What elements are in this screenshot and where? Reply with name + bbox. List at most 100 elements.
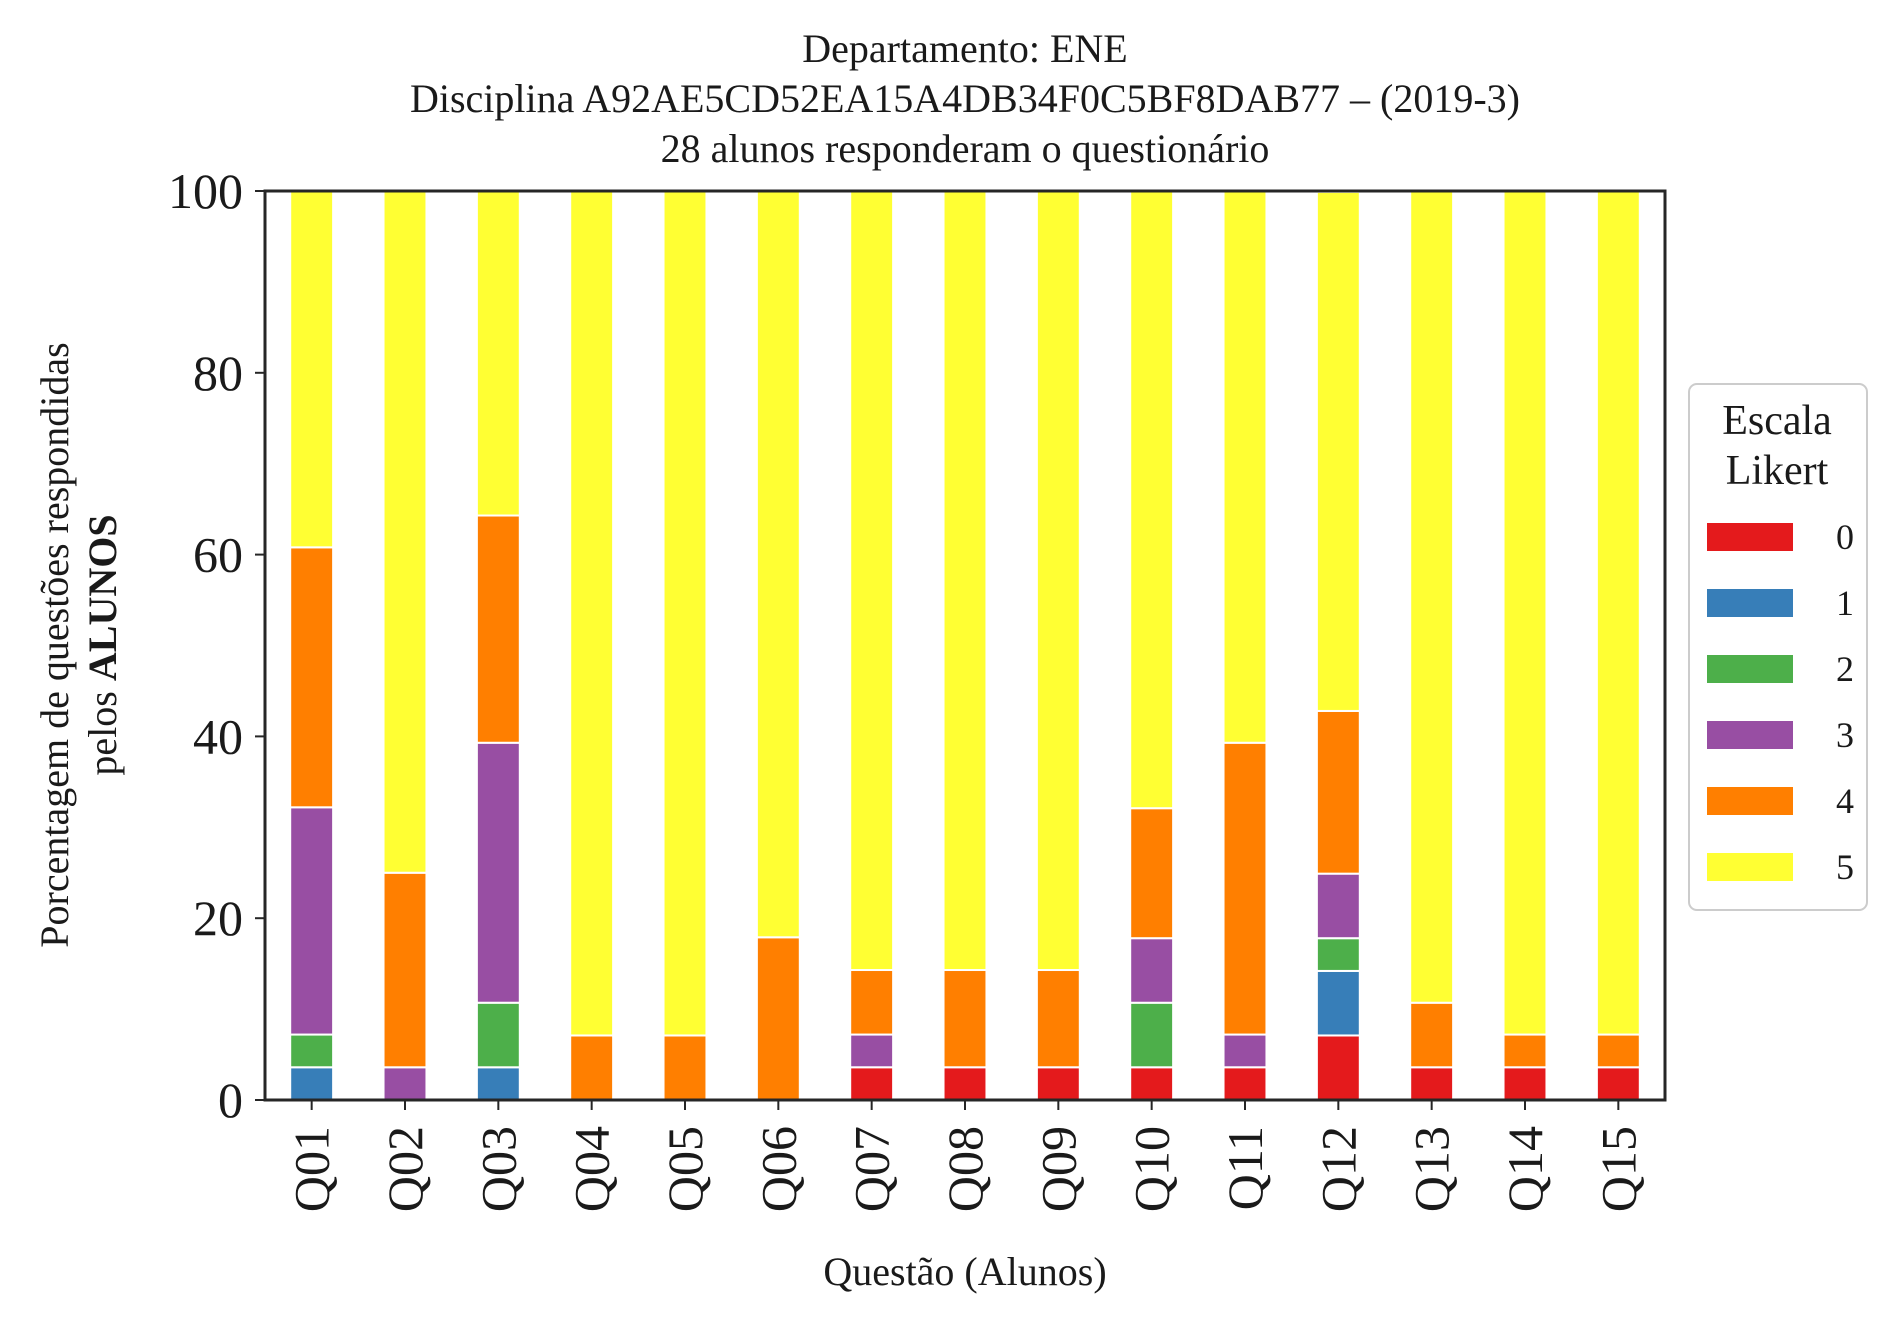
bar-q07-likert-4 <box>849 969 895 1036</box>
legend-label-4: 4 <box>1836 781 1854 821</box>
y-tick-label: 80 <box>193 345 243 401</box>
bar-q12-likert-1 <box>1315 969 1361 1037</box>
bar-q06-likert-5 <box>755 190 801 939</box>
chart-title-line-1: Departamento: ENE <box>802 26 1127 71</box>
bar-q04-likert-4 <box>569 1034 615 1101</box>
bar-q07-likert-3 <box>849 1033 895 1069</box>
bar-q12-likert-0 <box>1315 1034 1361 1101</box>
y-axis-label-line-2: pelos ALUNOS <box>80 514 125 775</box>
bar-q02-likert-5 <box>382 190 428 874</box>
y-axis-label-prefix: pelos <box>80 681 125 775</box>
bar-q08-likert-4 <box>942 969 988 1069</box>
bar-q12-likert-5 <box>1315 190 1361 712</box>
bar-q03-likert-3 <box>475 741 521 1004</box>
y-tick-label: 0 <box>218 1072 243 1128</box>
bar-q03-likert-5 <box>475 190 521 517</box>
bar-q11-likert-5 <box>1222 190 1268 744</box>
bar-q02-likert-3 <box>382 1066 428 1102</box>
y-tick-label: 100 <box>168 163 243 219</box>
y-tick-label: 40 <box>193 708 243 764</box>
bar-q03-likert-2 <box>475 1001 521 1069</box>
legend-label-0: 0 <box>1836 517 1854 557</box>
legend-label-3: 3 <box>1836 715 1854 755</box>
x-tick-label-q02: Q02 <box>377 1126 433 1212</box>
bars-layer <box>289 189 1641 1102</box>
y-axis: 0 20 40 60 80 100 <box>168 163 265 1128</box>
x-tick-label-q12: Q12 <box>1310 1126 1366 1212</box>
legend-swatch-1 <box>1707 589 1793 617</box>
legend-swatch-5 <box>1707 853 1793 881</box>
legend-title-line-2: Likert <box>1726 448 1829 494</box>
bar-q05-likert-5 <box>662 190 708 1037</box>
x-tick-label-q13: Q13 <box>1404 1126 1460 1212</box>
x-tick-label-q01: Q01 <box>284 1126 340 1212</box>
bar-q01-likert-4 <box>289 546 335 809</box>
bar-q10-likert-3 <box>1129 937 1175 1004</box>
x-axis: Q01 Q02 Q03 Q04 Q05 Q06 Q07 Q08 Q09 Q10 Q11 Q12 Q13 Q… <box>284 1100 1646 1212</box>
bar-q13-likert-0 <box>1409 1066 1455 1102</box>
bar-q14-likert-4 <box>1502 1033 1548 1069</box>
bar-q08-likert-0 <box>942 1066 988 1102</box>
chart-title: Departamento: ENE Disciplina A92AE5CD52E… <box>410 26 1520 171</box>
y-axis-label-line-1: Porcentagem de questões respondidas <box>32 342 77 947</box>
bar-q01-likert-3 <box>289 806 335 1036</box>
bar-q03-likert-1 <box>475 1066 521 1102</box>
bar-q11-likert-4 <box>1222 741 1268 1036</box>
bar-q09-likert-0 <box>1035 1066 1081 1102</box>
x-tick-label-q05: Q05 <box>657 1126 713 1212</box>
bar-q09-likert-5 <box>1035 190 1081 972</box>
x-tick-label-q04: Q04 <box>564 1126 620 1212</box>
bar-q15-likert-4 <box>1595 1033 1641 1069</box>
bar-q13-likert-4 <box>1409 1001 1455 1069</box>
y-axis-label-bold: ALUNOS <box>80 514 125 681</box>
chart-title-line-2: Disciplina A92AE5CD52EA15A4DB34F0C5BF8DA… <box>410 76 1520 121</box>
legend-items: 0 1 2 3 4 5 <box>1707 517 1854 887</box>
bar-q09-likert-4 <box>1035 969 1081 1069</box>
legend-title-line-1: Escala <box>1722 398 1832 444</box>
bar-q10-likert-5 <box>1129 190 1175 810</box>
legend-label-2: 2 <box>1836 649 1854 689</box>
x-tick-label-q03: Q03 <box>470 1126 526 1212</box>
x-tick-label-q06: Q06 <box>750 1126 806 1212</box>
bar-q02-likert-4 <box>382 871 428 1069</box>
bar-q11-likert-3 <box>1222 1033 1268 1069</box>
x-axis-label: Questão (Alunos) <box>823 1249 1106 1294</box>
y-tick-label: 60 <box>193 527 243 583</box>
x-tick-label-q15: Q15 <box>1590 1126 1646 1212</box>
bar-q12-likert-2 <box>1315 937 1361 972</box>
legend-swatch-2 <box>1707 655 1793 683</box>
x-tick-label-q14: Q14 <box>1497 1126 1553 1212</box>
chart-title-line-3: 28 alunos responderam o questionário <box>661 126 1270 171</box>
bar-q13-likert-5 <box>1409 190 1455 1004</box>
bar-q11-likert-0 <box>1222 1066 1268 1102</box>
bar-q03-likert-4 <box>475 514 521 744</box>
legend: Escala Likert 0 1 2 3 4 5 <box>1688 383 1868 911</box>
bar-q01-likert-5 <box>289 189 335 549</box>
x-tick-label-q09: Q09 <box>1030 1126 1086 1212</box>
bar-q08-likert-5 <box>942 190 988 972</box>
bar-q15-likert-5 <box>1595 189 1641 1036</box>
legend-swatch-0 <box>1707 523 1793 551</box>
bar-q04-likert-5 <box>569 190 615 1037</box>
x-tick-label-q07: Q07 <box>844 1126 900 1212</box>
legend-swatch-4 <box>1707 787 1793 815</box>
bar-q07-likert-0 <box>849 1066 895 1102</box>
bar-q15-likert-0 <box>1595 1066 1641 1102</box>
bar-q06-likert-4 <box>755 936 801 1101</box>
legend-swatch-3 <box>1707 721 1793 749</box>
y-tick-label: 20 <box>193 890 243 946</box>
y-axis-label: Porcentagem de questões respondidas pelo… <box>32 342 125 947</box>
bar-q14-likert-0 <box>1502 1066 1548 1102</box>
bar-q10-likert-2 <box>1129 1001 1175 1069</box>
bar-q07-likert-5 <box>849 190 895 972</box>
bar-q05-likert-4 <box>662 1034 708 1101</box>
x-tick-label-q08: Q08 <box>937 1126 993 1212</box>
legend-label-5: 5 <box>1836 847 1854 887</box>
bar-q01-likert-2 <box>289 1033 335 1069</box>
bar-q12-likert-4 <box>1315 709 1361 875</box>
bar-q14-likert-5 <box>1502 189 1548 1036</box>
x-tick-label-q11: Q11 <box>1217 1126 1273 1210</box>
bar-q01-likert-1 <box>289 1066 335 1102</box>
